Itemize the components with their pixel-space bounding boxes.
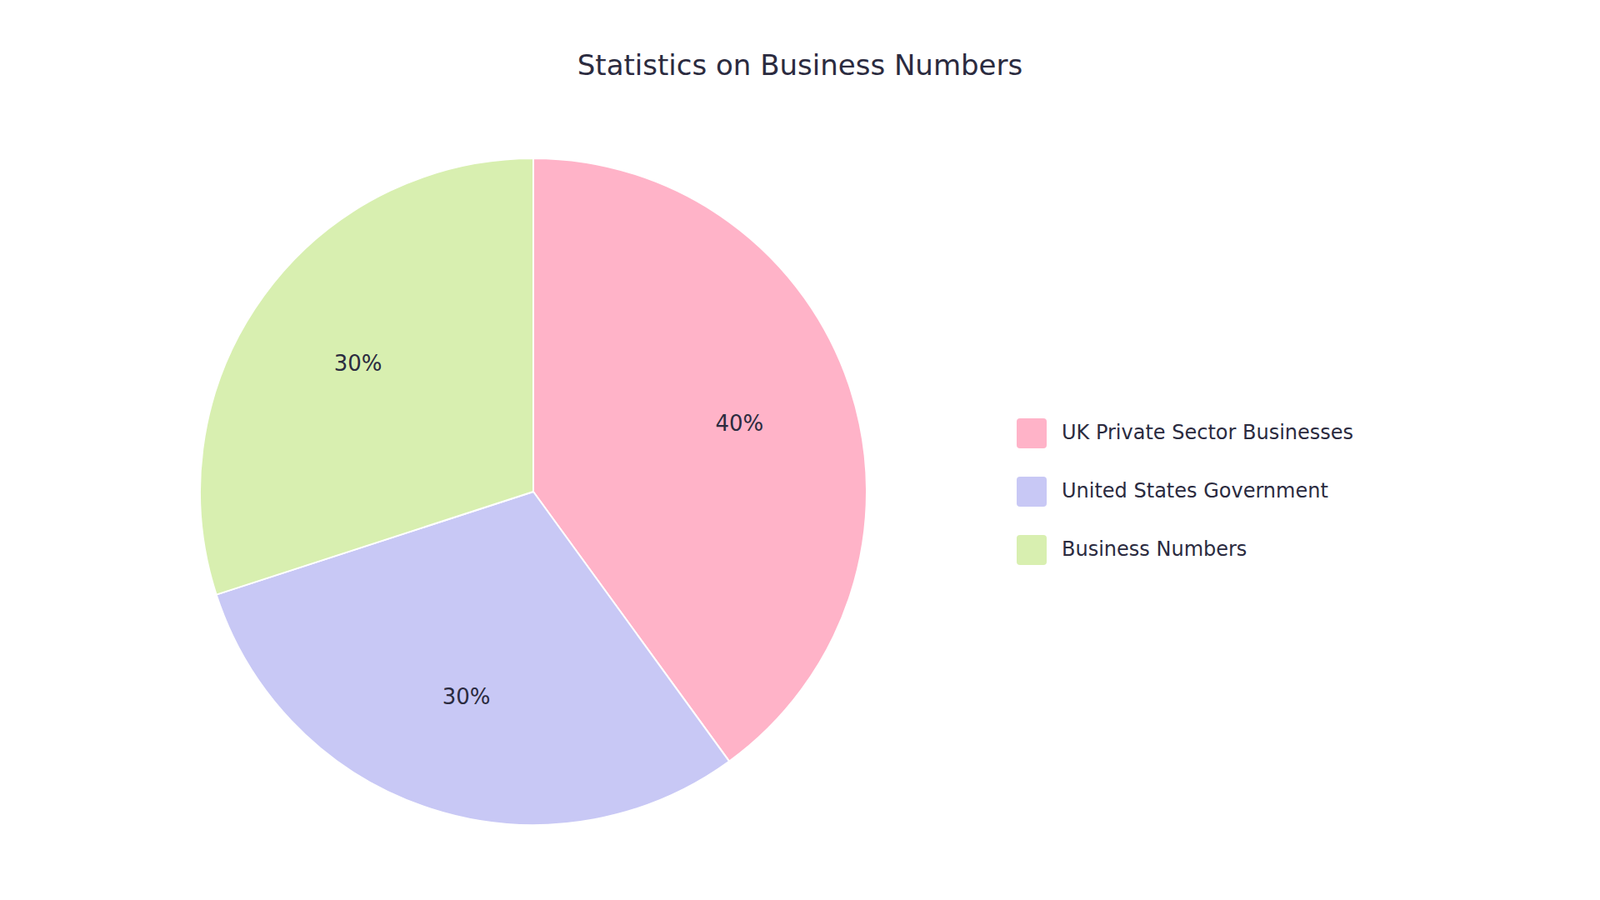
legend-label: United States Government [1061, 479, 1329, 503]
chart-container: Statistics on Business Numbers 40% 30% 30% U… [0, 0, 1600, 900]
legend-label: UK Private Sector Businesses [1061, 420, 1354, 445]
legend-label: Business Numbers [1061, 537, 1247, 561]
data-label: 30% [442, 684, 491, 710]
legend-swatch [1016, 418, 1047, 449]
legend-swatch [1016, 476, 1047, 507]
chart-title: Statistics on Business Numbers [577, 48, 1023, 82]
chart-svg: Statistics on Business Numbers 40% 30% 30% U… [0, 0, 1600, 900]
data-label: 40% [715, 410, 764, 436]
legend: UK Private Sector Businesses United State… [1016, 418, 1354, 565]
pie-labels: 40% 30% 30% [334, 350, 764, 710]
pie-slice [200, 158, 534, 595]
data-label: 30% [334, 350, 383, 376]
pie-slices [200, 158, 867, 825]
legend-swatch [1016, 535, 1047, 565]
